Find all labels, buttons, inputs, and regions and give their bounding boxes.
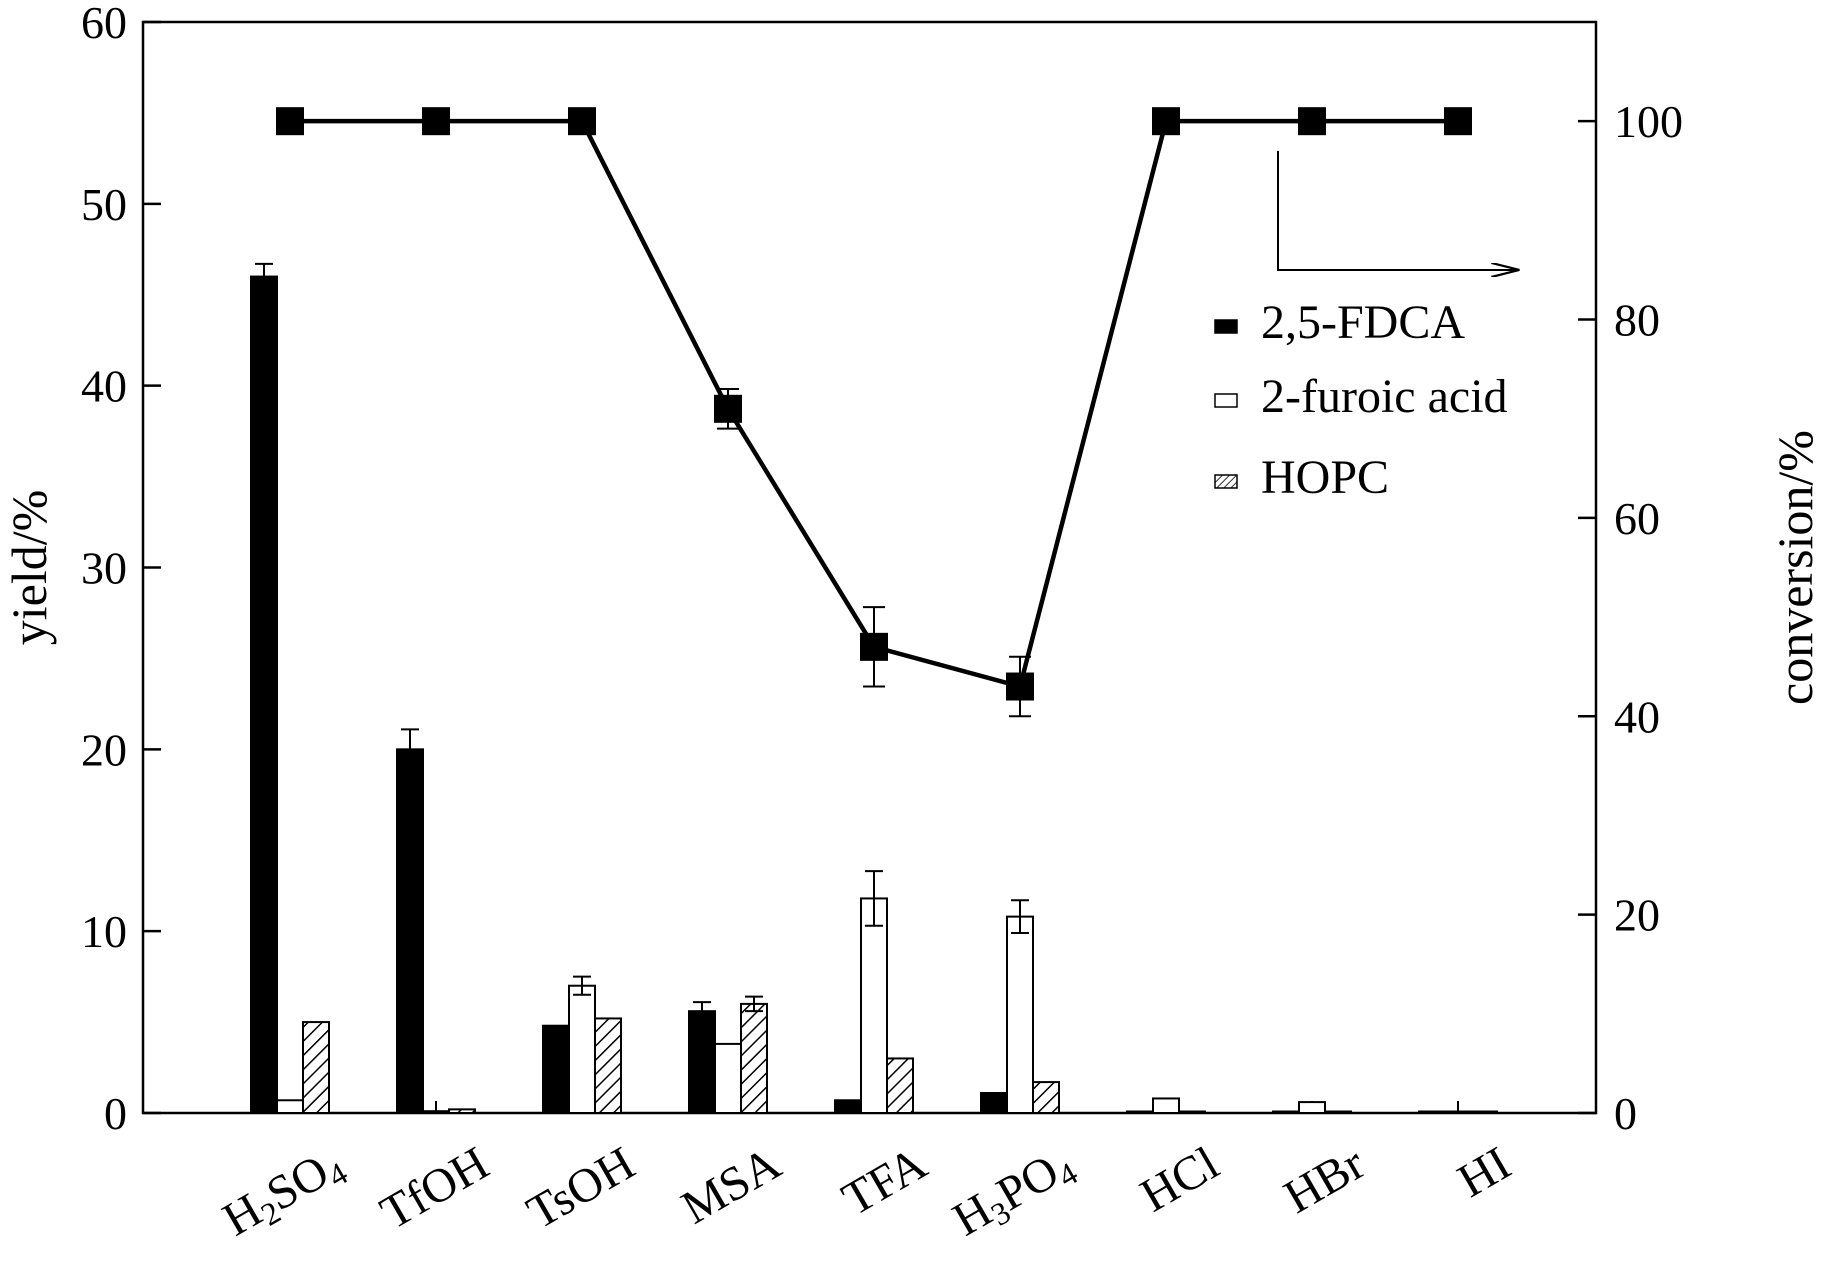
left-tick-label: 60: [81, 0, 127, 48]
conversion-marker: [860, 632, 888, 661]
right-tick-label: 60: [1614, 493, 1660, 544]
legend-swatch: [1214, 393, 1238, 408]
bar-2-5-fdca: [250, 275, 278, 1115]
conversion-marker: [1444, 107, 1472, 136]
category-label: MSA: [673, 1136, 790, 1234]
left-tick-label: 30: [81, 543, 127, 594]
bar-hopc: [1178, 1110, 1206, 1114]
bar-hopc: [1324, 1110, 1352, 1114]
left-tick-label: 50: [81, 179, 127, 230]
category-label-part: TsOH: [518, 1137, 643, 1240]
category-label-part: TFA: [834, 1136, 936, 1226]
category-label-part: MSA: [673, 1136, 790, 1234]
left-tick-label: 10: [81, 906, 127, 957]
legend-swatch: [1214, 319, 1238, 334]
y-axis-title: yield/%: [1, 490, 57, 646]
right-tick-label: 20: [1614, 890, 1660, 941]
bar-2-furoic-acid: [1152, 1097, 1180, 1115]
bar-2-furoic-acid: [276, 1099, 304, 1114]
bar-hopc: [1470, 1110, 1498, 1114]
legend-label: HOPC: [1261, 451, 1389, 504]
category-label-part: HCl: [1132, 1137, 1228, 1223]
left-tick-label: 20: [81, 724, 127, 775]
bar-hopc: [740, 1002, 768, 1115]
bar-2-furoic-acid: [568, 984, 596, 1115]
legend-label: 2-furoic acid: [1261, 370, 1508, 423]
category-label: TfOH: [372, 1137, 498, 1240]
bar-2-5-fdca: [396, 748, 424, 1114]
bar-2-5-fdca: [834, 1099, 862, 1114]
conversion-marker: [1006, 672, 1034, 701]
category-label: HI: [1449, 1137, 1519, 1208]
conversion-marker: [276, 107, 304, 136]
category-label: H3PO4: [944, 1137, 1083, 1250]
bar-hopc: [886, 1057, 914, 1114]
bar-2-5-fdca: [1272, 1110, 1300, 1114]
left-tick-label: 0: [104, 1088, 127, 1139]
bar-2-furoic-acid: [422, 1110, 450, 1114]
category-label-part: TfOH: [372, 1137, 498, 1240]
bar-2-furoic-acid: [1444, 1110, 1472, 1114]
conversion-marker: [422, 107, 450, 136]
right-axis-arrow: [1277, 150, 1518, 270]
category-label: TFA: [834, 1136, 936, 1226]
conversion-marker: [1298, 107, 1326, 136]
bar-2-5-fdca: [1418, 1110, 1446, 1114]
right-tick-label: 0: [1614, 1088, 1637, 1139]
bar-hopc: [594, 1017, 622, 1114]
bar-2-5-fdca: [688, 1010, 716, 1115]
category-label-part: HBr: [1275, 1137, 1373, 1224]
conversion-marker: [568, 107, 596, 136]
bar-2-furoic-acid: [1298, 1101, 1326, 1114]
legend-label: 2,5-FDCA: [1261, 296, 1465, 349]
category-label-part: HI: [1449, 1137, 1519, 1208]
right-tick-label: 40: [1614, 691, 1660, 742]
left-tick-label: 40: [81, 361, 127, 412]
conversion-marker: [1152, 107, 1180, 136]
category-label: TsOH: [518, 1137, 643, 1240]
category-label: H2SO4: [214, 1137, 353, 1250]
bar-2-5-fdca: [980, 1091, 1008, 1114]
category-label: HCl: [1132, 1137, 1228, 1223]
right-tick-label: 80: [1614, 295, 1660, 346]
right-tick-label: 100: [1614, 96, 1683, 147]
legend-swatch: [1214, 474, 1238, 489]
bar-2-5-fdca: [1126, 1110, 1154, 1114]
y-axis-right-title: conversion/%: [1767, 430, 1823, 705]
bar-hopc: [302, 1021, 330, 1114]
bar-hopc: [1032, 1081, 1060, 1115]
bar-2-5-fdca: [542, 1024, 570, 1114]
bar-2-furoic-acid: [714, 1042, 742, 1114]
bar-hopc: [448, 1108, 476, 1114]
conversion-marker: [714, 394, 742, 423]
bar-2-furoic-acid: [1006, 915, 1034, 1114]
category-label: HBr: [1275, 1137, 1373, 1224]
bar-2-furoic-acid: [860, 897, 888, 1114]
